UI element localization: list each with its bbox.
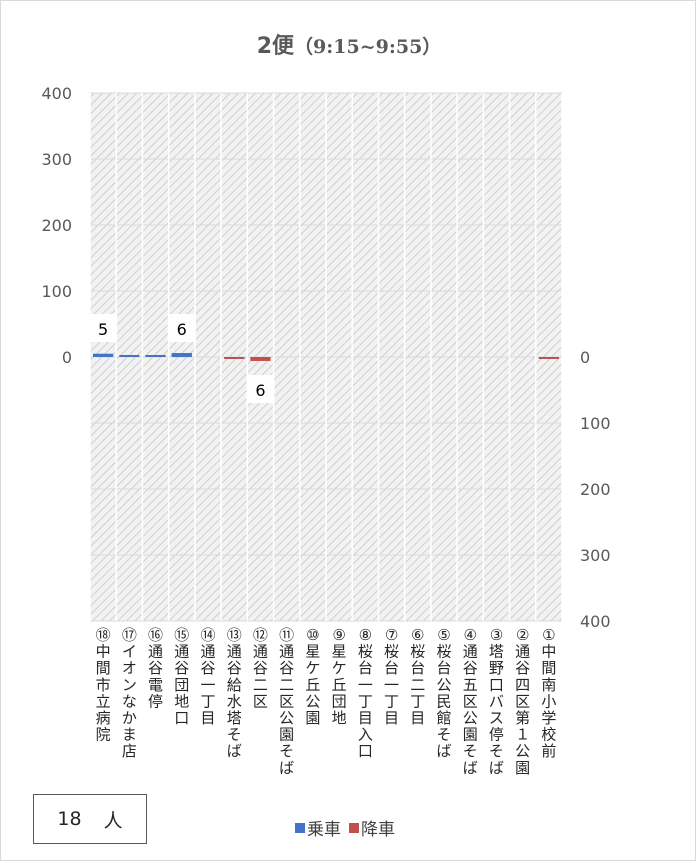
right-axis-tick-label: 0: [580, 348, 590, 367]
data-label-box: [89, 314, 118, 342]
data-label-boarding: 5: [98, 320, 108, 339]
legend: 乗車 降車: [295, 815, 395, 840]
legend-item-boarding: 乗車: [295, 815, 341, 840]
bars: [93, 353, 559, 361]
category-label: ⑫ 通谷二区: [253, 626, 268, 710]
category-label: ② 通谷四区第１公園: [515, 626, 530, 777]
category-label: ⑨ 星ケ丘団地: [332, 626, 347, 727]
left-axis: 400 300 200 100 0: [41, 84, 72, 367]
chart-title-sub: （9:15~9:55）: [294, 35, 441, 58]
category-label: ④ 通谷五区公園そば: [463, 626, 478, 777]
right-axis-tick-label: 400: [580, 612, 611, 631]
total-passenger-box: 18 人: [33, 794, 147, 844]
data-label-boarding: 6: [177, 320, 187, 339]
legend-swatch-boarding: [295, 822, 305, 833]
legend-swatch-alighting: [349, 822, 359, 833]
left-axis-tick-label: 400: [41, 84, 72, 103]
category-label: ⑦ 桜台一丁目: [384, 626, 399, 727]
data-label-alighting: 6: [255, 381, 265, 400]
bar-boarding: [119, 355, 140, 357]
left-axis-tick-label: 200: [41, 216, 72, 235]
category-labels: ⑱ 中間市立病院 ⑰ イオンなかま店 ⑯ 通谷電停 ⑮ 通谷団地口 ⑭ 通谷一丁目 ⑬ 通谷給水塔そば…: [96, 626, 557, 777]
category-label: ⑧ 桜台一丁目入口: [358, 626, 373, 760]
category-label: ⑪ 通谷二区公園そば: [279, 626, 294, 777]
category-label: ⑬ 通谷給水塔そば: [227, 626, 242, 760]
total-unit: 人: [103, 809, 123, 832]
category-label: ① 中間南小学校前: [541, 626, 556, 760]
category-label: ⑯ 通谷電停: [148, 626, 163, 710]
bar-alighting: [250, 357, 271, 361]
data-labels: 5 6 6: [89, 314, 275, 403]
data-label-box: [246, 375, 275, 403]
total-value: 18: [57, 808, 82, 830]
category-label: ⑰ イオンなかま店: [122, 626, 137, 760]
category-label: ⑥ 桜台二丁目: [410, 626, 425, 727]
category-label: ③ 塔野口バス停そば: [489, 626, 504, 777]
bar-alighting: [538, 357, 559, 359]
category-label: ⑱ 中間市立病院: [96, 626, 111, 744]
category-label: ⑭ 通谷一丁目: [200, 626, 215, 727]
chart-title: 2便（9:15~9:55）: [257, 34, 442, 59]
chart-title-main: 2便: [257, 34, 295, 59]
legend-label-alighting: 降車: [361, 820, 395, 840]
bar-boarding: [93, 353, 114, 357]
left-axis-tick-label: 0: [62, 348, 72, 367]
legend-item-alighting: 降車: [349, 815, 395, 840]
right-axis-tick-label: 200: [580, 480, 611, 499]
bar-boarding: [145, 355, 166, 357]
left-axis-tick-label: 100: [41, 282, 72, 301]
right-axis-tick-label: 300: [580, 546, 611, 565]
category-label: ⑤ 桜台公民館そば: [436, 626, 451, 760]
category-label: ⑩ 星ケ丘公園: [305, 626, 320, 727]
bar-boarding: [171, 353, 192, 357]
data-label-box: [167, 314, 196, 342]
right-axis-tick-label: 100: [580, 414, 611, 433]
left-axis-tick-label: 300: [41, 150, 72, 169]
category-label: ⑮ 通谷団地口: [174, 626, 189, 727]
legend-label-boarding: 乗車: [307, 820, 341, 840]
plot-area: [89, 92, 563, 622]
bar-alighting: [224, 357, 245, 359]
right-axis: 0 100 200 300 400: [580, 348, 611, 631]
